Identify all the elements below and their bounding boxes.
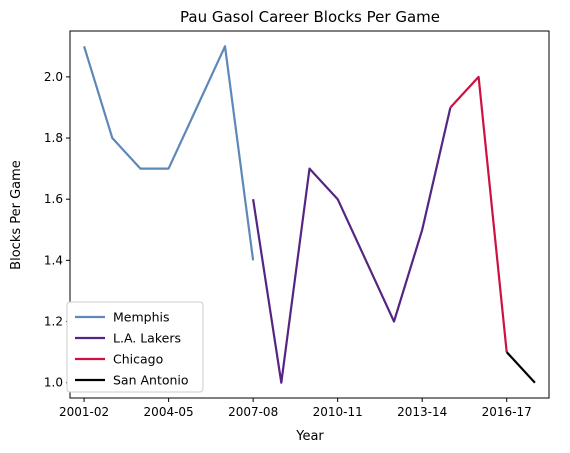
- series-line-l-a-lakers: [252, 107, 452, 384]
- legend-label: Chicago: [113, 352, 163, 367]
- plot-frame: [69, 30, 550, 399]
- chart-title: Pau Gasol Career Blocks Per Game: [180, 8, 440, 26]
- y-tick-label: 2.0: [44, 70, 63, 84]
- y-tick-label: 1.0: [44, 376, 63, 390]
- x-tick-label: 2016-17: [482, 405, 532, 419]
- x-tick-label: 2010-11: [313, 405, 363, 419]
- legend-box: [66, 301, 204, 393]
- x-tick-label: 2007-08: [228, 405, 278, 419]
- legend-label: L.A. Lakers: [113, 331, 181, 346]
- legend: Memphis L.A. Lakers Chicago San Antonio: [66, 301, 204, 393]
- y-tick-label: 1.4: [44, 253, 63, 267]
- legend-label: Memphis: [113, 310, 170, 325]
- y-tick-label: 1.6: [44, 192, 63, 206]
- x-tick-label: 2001-02: [59, 405, 109, 419]
- series-line-san-antonio: [505, 351, 536, 384]
- y-tick-label: 1.8: [44, 131, 63, 145]
- y-axis-label: Blocks Per Game: [9, 160, 24, 270]
- x-tick-label: 2013-14: [397, 405, 447, 419]
- x-tick-label: 2004-05: [144, 405, 194, 419]
- series-line-chicago: [449, 75, 508, 353]
- x-axis-label: Year: [295, 429, 324, 444]
- x-axis-ticks: 2001-02 2004-05 2007-08 2010-11 2013-14 2016-…: [59, 398, 532, 419]
- y-axis-ticks: 1.0 1.2 1.4 1.6 1.8 2.0: [44, 70, 70, 390]
- series-lines: [83, 45, 536, 384]
- series-line-memphis: [83, 45, 255, 261]
- legend-label: San Antonio: [113, 373, 189, 388]
- y-tick-label: 1.2: [44, 315, 63, 329]
